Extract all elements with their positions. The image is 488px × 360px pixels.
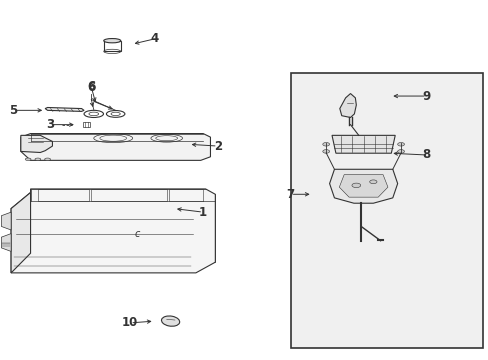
Polygon shape — [11, 189, 215, 273]
Ellipse shape — [369, 180, 376, 184]
Text: 3: 3 — [46, 118, 54, 131]
Bar — [103, 41, 121, 51]
Bar — [82, 122, 90, 127]
Ellipse shape — [161, 316, 179, 326]
Polygon shape — [331, 135, 394, 153]
Ellipse shape — [322, 150, 329, 153]
Polygon shape — [339, 94, 356, 117]
Text: 6: 6 — [87, 81, 95, 94]
Text: 10: 10 — [122, 316, 138, 329]
Polygon shape — [1, 234, 11, 251]
Text: 9: 9 — [422, 90, 430, 103]
Ellipse shape — [351, 183, 360, 188]
Polygon shape — [21, 135, 52, 153]
Ellipse shape — [322, 143, 329, 146]
Text: 7: 7 — [286, 188, 294, 201]
Text: c: c — [135, 229, 140, 239]
Polygon shape — [11, 193, 30, 273]
Polygon shape — [45, 108, 84, 111]
Ellipse shape — [397, 150, 404, 153]
Polygon shape — [339, 175, 387, 197]
Ellipse shape — [397, 143, 404, 146]
Ellipse shape — [35, 158, 41, 161]
Text: 4: 4 — [150, 32, 158, 45]
Ellipse shape — [44, 158, 50, 161]
Text: 8: 8 — [422, 148, 430, 162]
Ellipse shape — [25, 158, 31, 161]
Polygon shape — [1, 212, 11, 230]
Bar — [290, 73, 482, 348]
Text: 1: 1 — [199, 206, 207, 219]
Ellipse shape — [103, 39, 121, 43]
Polygon shape — [329, 169, 397, 203]
Text: 5: 5 — [9, 104, 18, 117]
Text: 6: 6 — [87, 80, 95, 93]
Text: 2: 2 — [213, 140, 222, 153]
Polygon shape — [21, 134, 210, 160]
